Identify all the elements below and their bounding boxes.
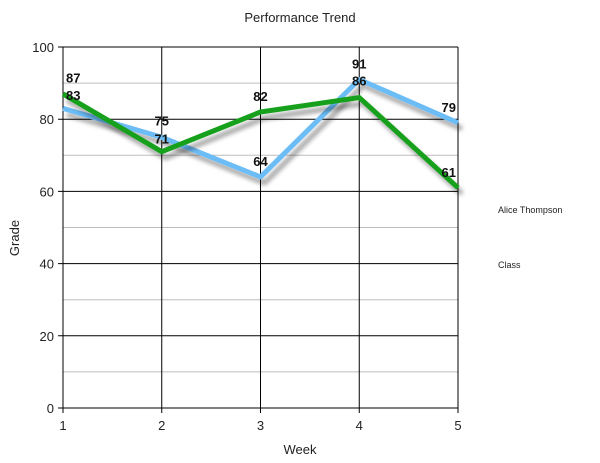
y-tick-label: 80: [40, 112, 54, 127]
data-label: 75: [155, 114, 169, 129]
data-label: 64: [253, 154, 268, 169]
y-axis-label: Grade: [7, 220, 22, 256]
data-label: 87: [66, 70, 80, 85]
series-line-class: [61, 91, 460, 190]
series-lines: [61, 76, 460, 190]
y-tick-label: 100: [32, 40, 54, 55]
data-label: 71: [155, 131, 169, 146]
data-labels: 83 75 64 91 79 87 71 82 86 61: [66, 56, 456, 179]
data-label: 61: [442, 165, 456, 180]
legend: Alice Thompson Class: [482, 204, 562, 270]
legend-label: Class: [498, 260, 521, 270]
data-label: 82: [253, 89, 267, 104]
ticks: 0 20 40 60 80 100 1 2 3 4 5: [32, 40, 461, 433]
x-tick-label: 3: [257, 418, 264, 433]
x-tick-label: 1: [59, 418, 66, 433]
y-tick-label: 20: [40, 329, 54, 344]
grid: [58, 46, 459, 413]
legend-label: Alice Thompson: [498, 205, 562, 215]
y-tick-label: 40: [40, 257, 54, 272]
x-tick-label: 5: [454, 418, 461, 433]
data-label: 91: [352, 56, 366, 71]
x-tick-label: 4: [356, 418, 363, 433]
x-axis-label: Week: [284, 442, 317, 457]
data-label: 79: [442, 100, 456, 115]
y-tick-label: 0: [47, 401, 54, 416]
chart-title: Performance Trend: [244, 10, 355, 25]
data-label: 86: [352, 73, 366, 88]
series-line-alice-thompson: [62, 76, 460, 180]
data-label: 83: [66, 88, 80, 103]
y-tick-label: 60: [40, 184, 54, 199]
x-tick-label: 2: [158, 418, 165, 433]
